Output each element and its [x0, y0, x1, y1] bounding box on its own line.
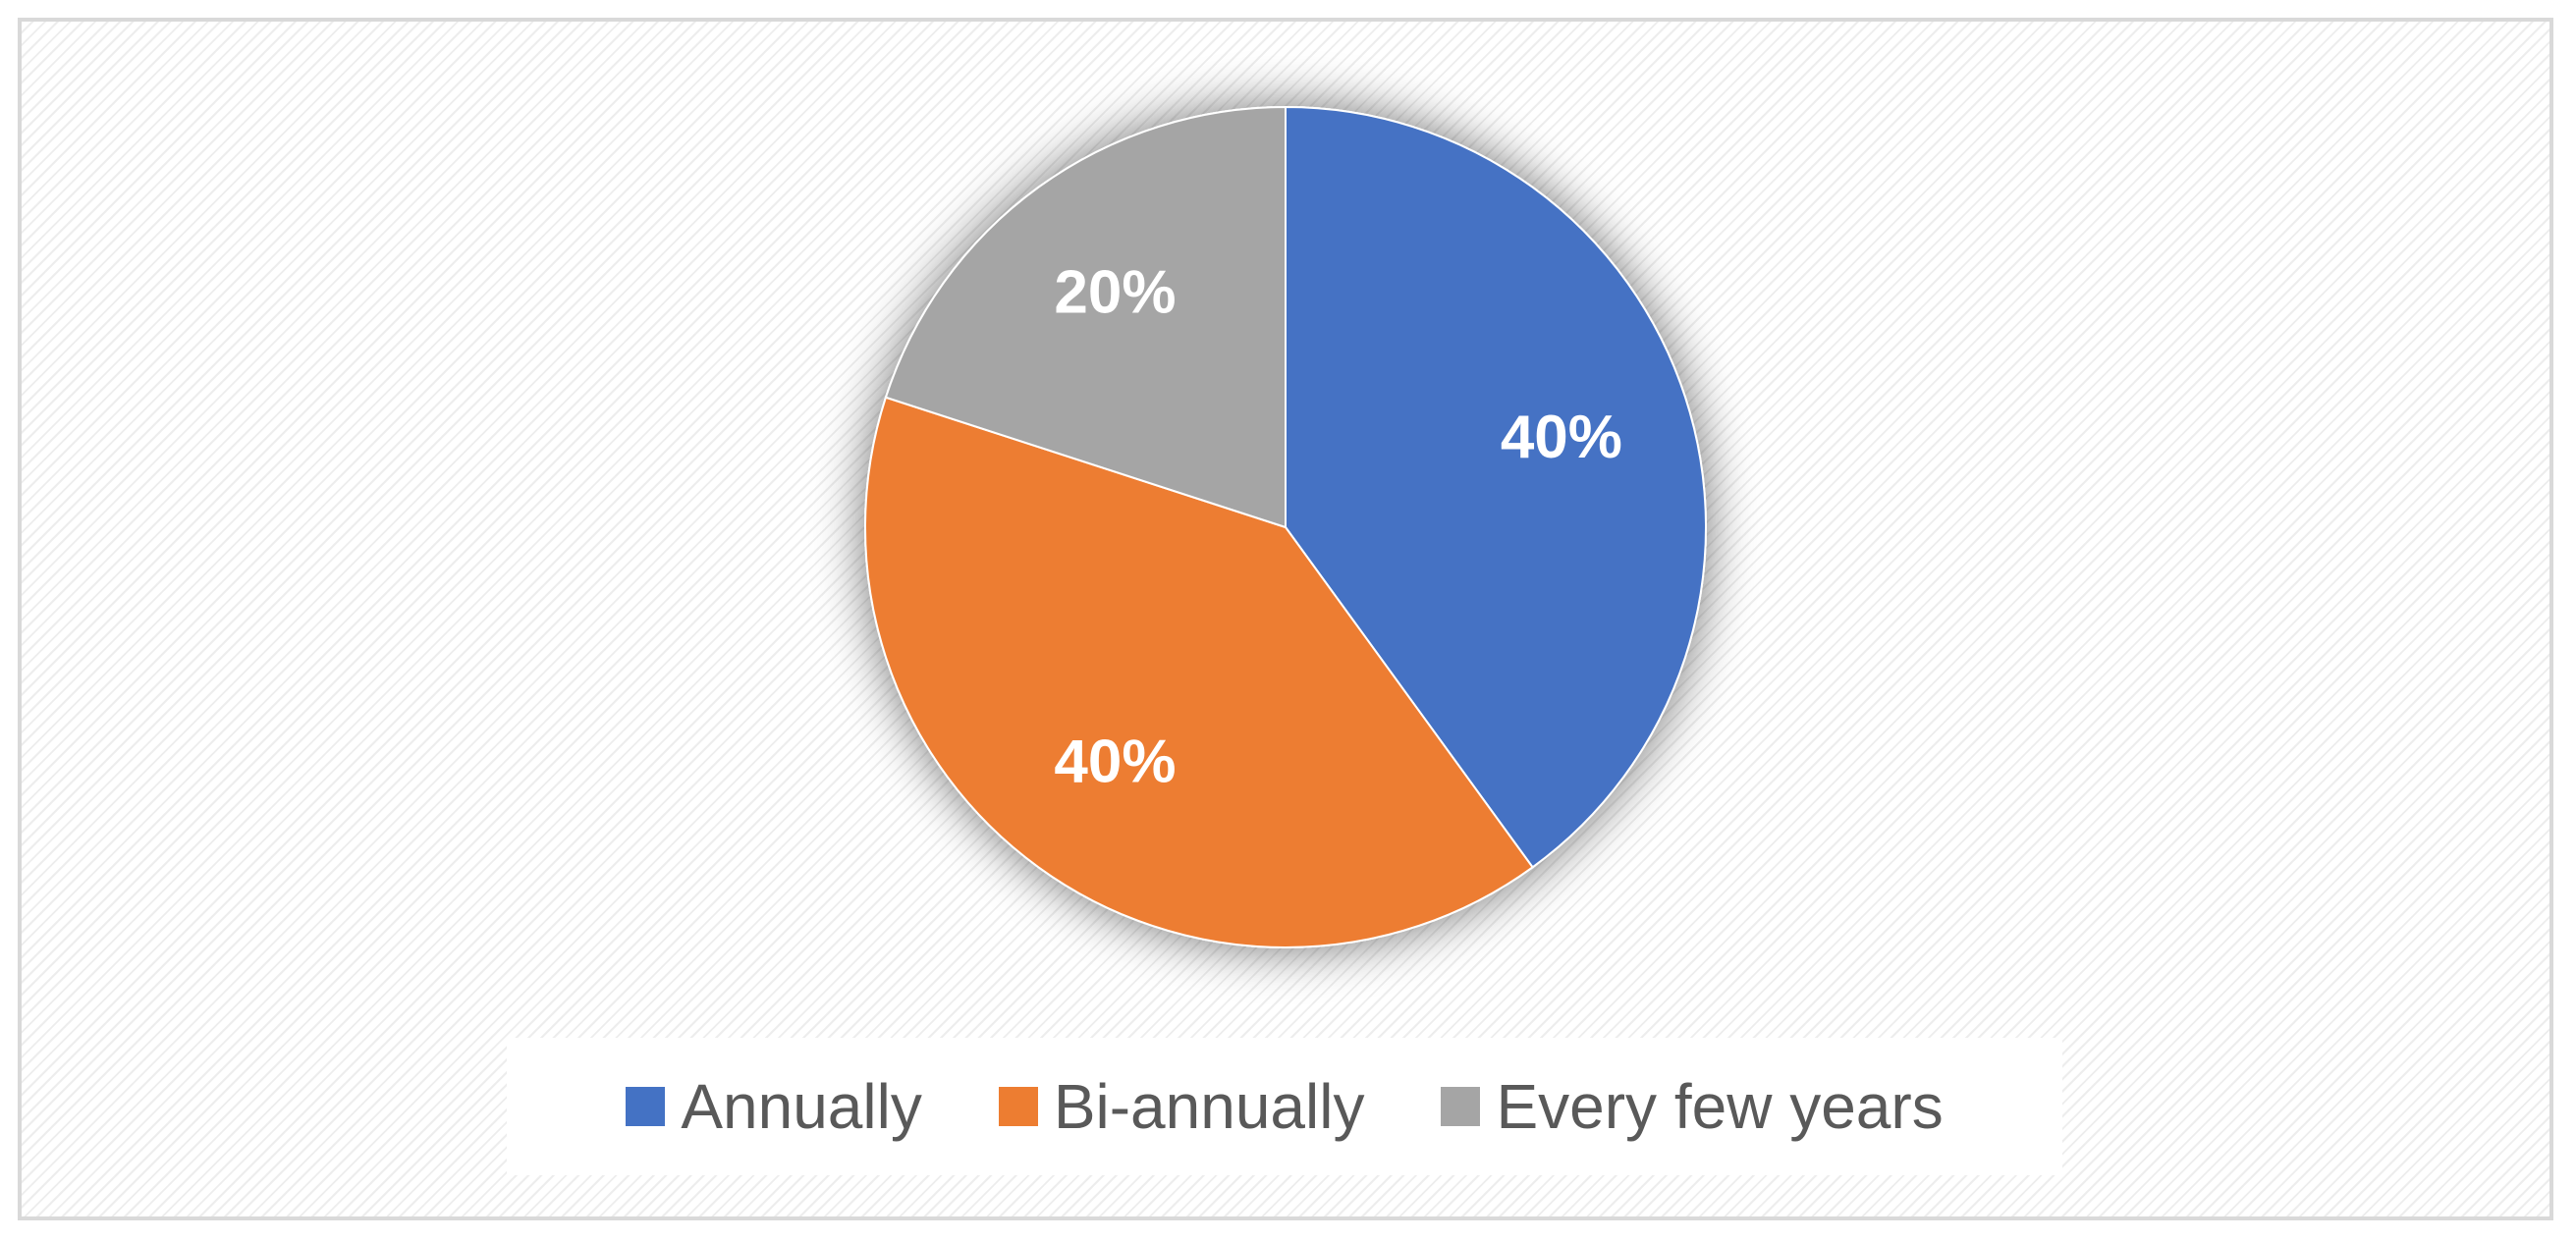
data-label-every-few-years: 20%: [1054, 259, 1176, 327]
legend-swatch-bi-annually: [998, 1087, 1038, 1126]
pie-slice-bi-annually: [864, 396, 1534, 948]
legend-swatch-every-few-years: [1441, 1087, 1481, 1126]
legend-swatch-annually: [626, 1087, 666, 1126]
legend: Annually Bi-annually Every few years: [507, 1038, 2062, 1175]
chart-area: 40% 40% 20% Annually Bi-annually Every few y…: [18, 18, 2553, 1220]
legend-item-annually: Annually: [626, 1070, 922, 1143]
pie-chart: 40% 40% 20%: [864, 105, 1707, 948]
legend-label-every-few-years: Every few years: [1496, 1071, 1944, 1142]
pie-slices: [864, 105, 1707, 948]
pie-data-labels: 40% 40% 20%: [1054, 259, 1622, 796]
pie-slice-every-few-years: [884, 105, 1287, 529]
legend-item-bi-annually: Bi-annually: [998, 1070, 1365, 1143]
pie-slice-annually: [1285, 105, 1707, 869]
legend-item-every-few-years: Every few years: [1441, 1070, 1944, 1143]
legend-label-annually: Annually: [681, 1071, 922, 1142]
data-label-bi-annually: 40%: [1054, 728, 1176, 795]
legend-label-bi-annually: Bi-annually: [1053, 1071, 1365, 1142]
data-label-annually: 40%: [1501, 404, 1622, 471]
